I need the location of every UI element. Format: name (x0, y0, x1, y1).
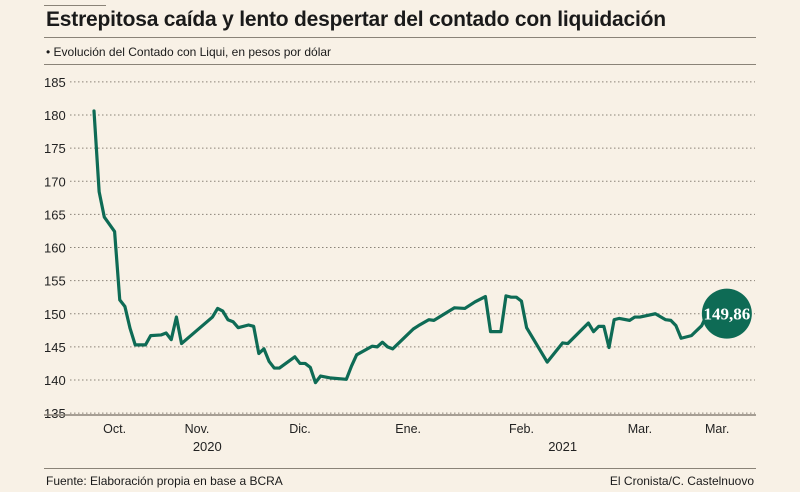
x-tick-label: Oct. (103, 422, 126, 436)
series-line (92, 109, 709, 385)
y-tick-label: 150 (44, 307, 66, 322)
y-tick-label: 135 (44, 406, 66, 421)
credit-note: El Cronista/C. Castelnuovo (609, 474, 754, 488)
y-tick-label: 170 (44, 174, 66, 189)
y-tick-label: 145 (44, 340, 66, 355)
x-tick-label: Dic. (289, 422, 311, 436)
source-note: Fuente: Elaboración propia en base a BCR… (46, 474, 283, 488)
y-tick-label: 140 (44, 373, 66, 388)
year-label: 2021 (548, 439, 577, 454)
y-tick-label: 180 (44, 108, 66, 123)
x-tick-label: Nov. (185, 422, 210, 436)
y-tick-label: 155 (44, 274, 66, 289)
y-tick-label: 165 (44, 207, 66, 222)
subtitle-divider (44, 64, 756, 65)
y-tick-label: 175 (44, 141, 66, 156)
y-tick-label: 185 (44, 75, 66, 90)
title-divider (44, 37, 756, 38)
last-value-marker (701, 288, 752, 339)
year-label: 2020 (193, 439, 222, 454)
chart-title: Estrepitosa caída y lento despertar del … (46, 8, 666, 31)
footer-divider (44, 468, 756, 469)
x-tick-label: Mar. (628, 422, 652, 436)
y-tick-label: 160 (44, 241, 66, 256)
last-value-label: 149,86 (703, 305, 750, 324)
x-tick-label: Ene. (395, 422, 421, 436)
top-accent-rule (44, 5, 106, 6)
x-tick-label: Feb. (509, 422, 534, 436)
chart-subtitle: • Evolución del Contado con Liqui, en pe… (46, 45, 332, 59)
x-tick-label: Mar. (705, 422, 729, 436)
